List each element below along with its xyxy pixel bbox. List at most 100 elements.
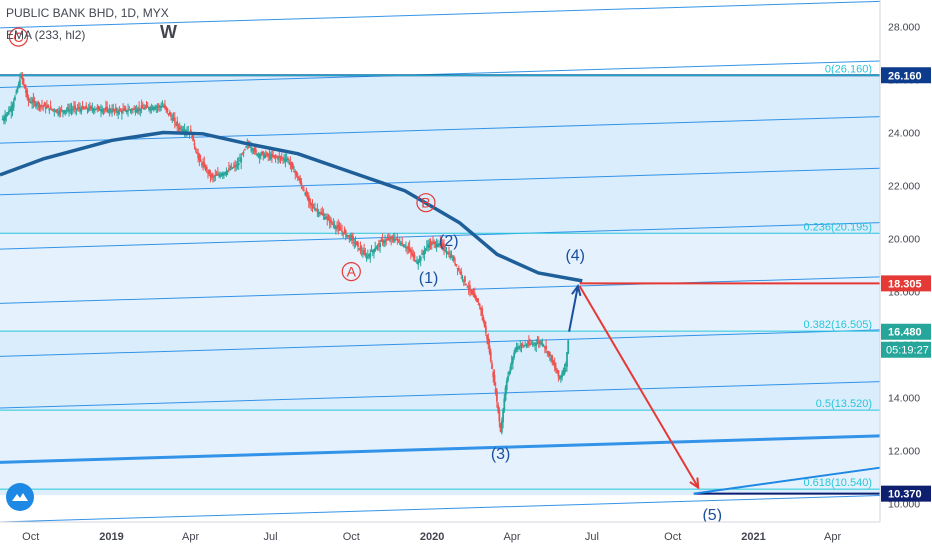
candle-body [376,245,379,247]
candle-body [563,367,566,374]
candle-body [138,107,141,109]
candle-body [145,104,148,108]
channel-line [0,60,881,88]
candle-body [20,75,22,78]
channel-line [0,116,881,144]
candle-body [422,252,425,255]
candle-body [28,101,31,103]
wave-label: (3) [491,446,511,463]
candle-body [81,105,84,109]
candle-body [352,236,354,241]
candle-body [509,366,512,372]
candle-body [445,251,448,253]
candle-body [450,254,453,258]
channel-line [0,495,881,523]
candle-body [405,247,407,249]
candle-body [283,158,286,160]
candle-body [96,107,99,109]
candle-body [348,234,351,238]
candle-body [161,106,164,108]
candle-body [438,243,441,246]
candle-body [156,106,159,108]
candle-body [59,109,62,111]
candle-body [493,374,496,386]
candle-body [275,156,278,158]
candle-body [100,109,102,112]
candle-body [248,145,251,147]
candle-body [219,174,222,177]
candle-body [542,344,545,346]
candle-body [268,154,271,157]
candle-body [371,250,374,252]
candle-body [197,153,200,158]
candle-body [468,285,471,291]
candle-body [60,109,63,111]
candle-body [150,107,153,109]
candle-body [457,267,460,271]
candle-body [193,143,196,146]
candle-body [267,155,270,157]
candle-body [66,107,69,110]
candle-body [216,173,219,176]
candle-body [386,239,389,241]
candle-body [514,347,517,352]
candle-body [561,373,563,378]
candle-body [462,279,465,281]
candle-body [326,216,329,220]
down-arrow-head [689,477,700,490]
candle-body [301,187,304,189]
candle-body [128,109,131,111]
candle-body [519,346,522,348]
candle-body [45,105,48,108]
candle-body [448,252,450,255]
candle-body [6,112,9,114]
candle-body [515,346,518,351]
candle-body [397,239,400,242]
candle-body [54,110,57,113]
candle-body [417,260,420,265]
candle-body [382,240,385,244]
candle-body [251,148,254,151]
wave-label-circle [341,261,361,282]
candle-body [503,398,506,411]
candle-body [139,108,142,111]
x-tick-label: Apr [503,531,520,543]
candle-body [424,248,427,251]
candle-body [416,262,418,264]
candle-body [269,156,272,159]
candle-body [381,239,384,242]
candle-body [25,89,27,94]
candle-body [285,158,288,160]
candle-body [256,153,259,156]
candle-body [409,249,412,253]
candle-body [103,109,106,111]
candle-body [429,241,432,244]
candle-body [452,256,455,261]
candle-body [37,102,40,105]
candle-body [86,108,89,110]
candle-body [513,352,516,358]
candle-body [556,370,559,374]
candle-body [380,239,383,242]
candle-body [289,162,292,165]
price-tag-label: 26.160 [888,70,922,82]
candle-body [75,108,78,110]
candle-body [504,387,507,401]
candle-body [550,358,552,360]
candle-body [486,334,488,339]
candle-body [330,219,332,223]
candle-body [539,342,541,344]
tradingview-logo-icon[interactable] [6,483,34,511]
candle-body [288,162,291,164]
candle-body [331,222,334,224]
x-tick-label: 2020 [420,531,444,543]
candle-body [521,344,524,346]
candle-body [323,217,326,220]
candle-body [439,240,442,245]
ema-233-line [0,130,583,283]
candle-body [507,376,509,381]
price-tag-label: 18.305 [888,278,922,290]
candle-body [166,108,169,112]
